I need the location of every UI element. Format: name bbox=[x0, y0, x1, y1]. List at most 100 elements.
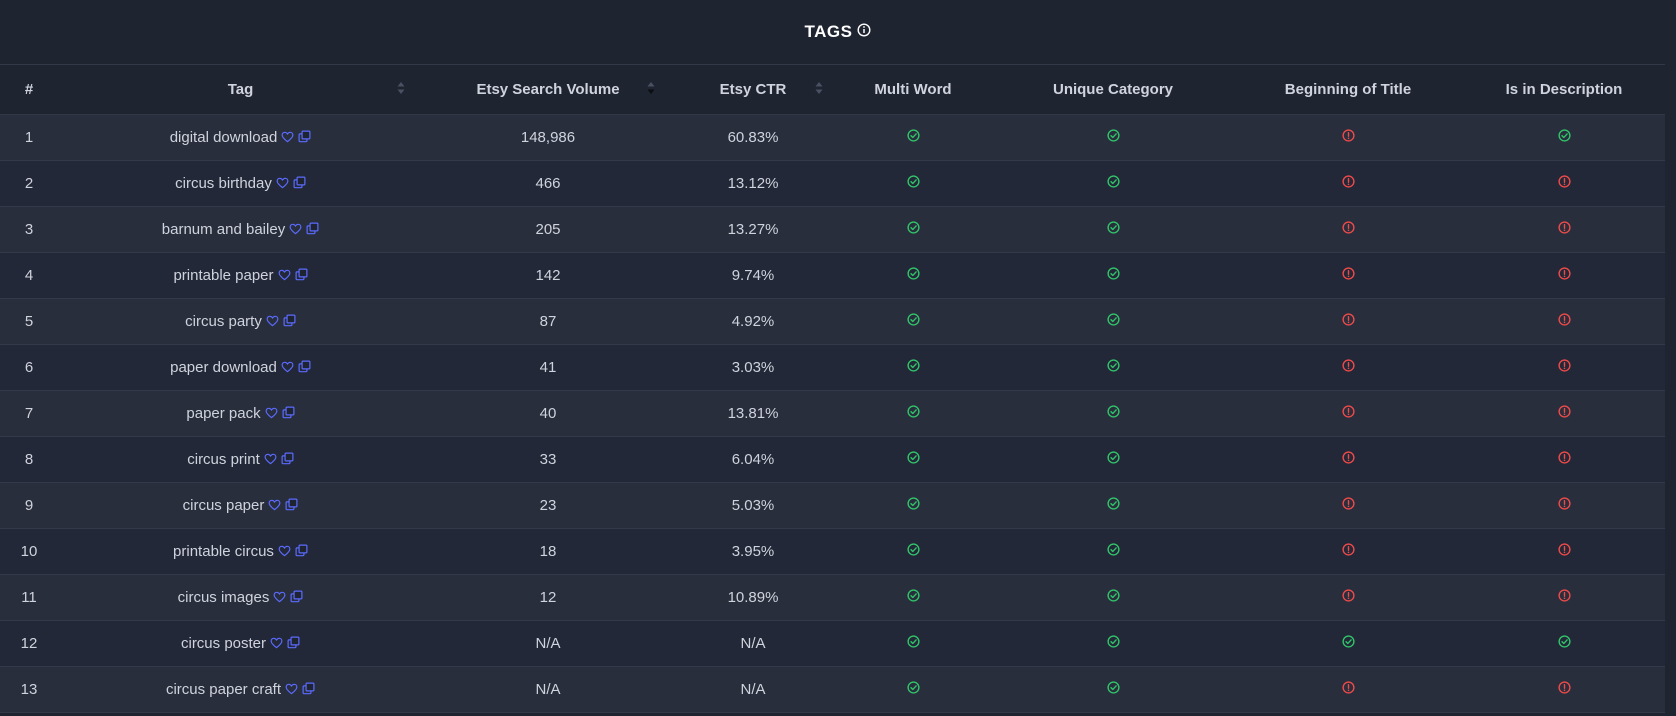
ctr-cell: 3.03% bbox=[673, 344, 833, 391]
alert-circle-icon bbox=[1557, 543, 1571, 560]
tag-label: paper download bbox=[170, 359, 277, 376]
search-volume-cell: 12 bbox=[423, 574, 673, 621]
search-volume-cell: 41 bbox=[423, 344, 673, 391]
row-index: 5 bbox=[0, 298, 58, 345]
table-row: 7 paper pack 40 13.81% bbox=[0, 390, 1665, 437]
heart-icon[interactable] bbox=[262, 313, 279, 330]
alert-circle-icon bbox=[1341, 129, 1355, 146]
search-volume-cell: N/A bbox=[423, 666, 673, 713]
check-circle-icon bbox=[1106, 543, 1120, 560]
column-header-multi-word: Multi Word bbox=[833, 65, 993, 115]
heart-icon[interactable] bbox=[285, 221, 302, 238]
copy-icon[interactable] bbox=[286, 589, 303, 606]
check-circle-icon bbox=[906, 129, 920, 146]
copy-icon[interactable] bbox=[291, 543, 308, 560]
sort-desc-icon[interactable] bbox=[647, 81, 655, 95]
copy-icon[interactable] bbox=[281, 497, 298, 514]
multi-word-cell bbox=[833, 252, 993, 299]
alert-circle-icon bbox=[1557, 267, 1571, 284]
page-title: TAGS bbox=[804, 22, 853, 41]
heart-icon[interactable] bbox=[266, 635, 283, 652]
alert-circle-icon bbox=[1557, 313, 1571, 330]
alert-circle-icon bbox=[1341, 175, 1355, 192]
sort-icon[interactable] bbox=[397, 81, 405, 95]
tag-label: printable paper bbox=[173, 267, 274, 284]
column-header-tag[interactable]: Tag bbox=[58, 65, 423, 115]
multi-word-cell bbox=[833, 528, 993, 575]
unique-category-cell bbox=[993, 574, 1233, 621]
heart-icon[interactable] bbox=[260, 451, 277, 468]
heart-icon[interactable] bbox=[261, 405, 278, 422]
copy-icon[interactable] bbox=[294, 359, 311, 376]
heart-icon[interactable] bbox=[281, 681, 298, 698]
heart-icon[interactable] bbox=[269, 589, 286, 606]
copy-icon[interactable] bbox=[302, 221, 319, 238]
copy-icon[interactable] bbox=[294, 129, 311, 146]
check-circle-icon bbox=[906, 359, 920, 376]
table-row: 12 circus poster N/A N/A bbox=[0, 620, 1665, 667]
check-circle-icon bbox=[1106, 359, 1120, 376]
column-header-ctr[interactable]: Etsy CTR bbox=[673, 65, 833, 115]
tags-table: # Tag Etsy Search Volume Etsy CTR Multi … bbox=[0, 65, 1665, 713]
check-circle-icon bbox=[906, 267, 920, 284]
copy-icon[interactable] bbox=[279, 313, 296, 330]
column-header-in-description: Is in Description bbox=[1463, 65, 1665, 115]
alert-circle-icon bbox=[1341, 681, 1355, 698]
copy-icon[interactable] bbox=[283, 635, 300, 652]
unique-category-cell bbox=[993, 298, 1233, 345]
row-index: 7 bbox=[0, 390, 58, 437]
check-circle-icon bbox=[906, 221, 920, 238]
search-volume-cell: 142 bbox=[423, 252, 673, 299]
search-volume-cell: 33 bbox=[423, 436, 673, 483]
tag-cell: paper download bbox=[58, 344, 423, 391]
tag-cell: circus paper bbox=[58, 482, 423, 529]
sort-icon[interactable] bbox=[815, 81, 823, 95]
unique-category-cell bbox=[993, 390, 1233, 437]
search-volume-cell: 23 bbox=[423, 482, 673, 529]
in-description-cell bbox=[1463, 620, 1665, 667]
alert-circle-icon bbox=[1341, 313, 1355, 330]
row-index: 3 bbox=[0, 206, 58, 253]
heart-icon[interactable] bbox=[274, 267, 291, 284]
heart-icon[interactable] bbox=[264, 497, 281, 514]
check-circle-icon bbox=[1106, 451, 1120, 468]
tag-cell: circus party bbox=[58, 298, 423, 345]
tag-label: circus images bbox=[177, 589, 270, 606]
in-description-cell bbox=[1463, 252, 1665, 299]
ctr-cell: 5.03% bbox=[673, 482, 833, 529]
copy-icon[interactable] bbox=[298, 681, 315, 698]
in-description-cell bbox=[1463, 344, 1665, 391]
copy-icon[interactable] bbox=[278, 405, 295, 422]
heart-icon[interactable] bbox=[274, 543, 291, 560]
check-circle-icon bbox=[906, 451, 920, 468]
table-row: 4 printable paper 142 9.74% bbox=[0, 252, 1665, 299]
search-volume-cell: 40 bbox=[423, 390, 673, 437]
tag-label: printable circus bbox=[173, 543, 274, 560]
scrollbar-track[interactable] bbox=[1665, 64, 1676, 716]
tag-cell: paper pack bbox=[58, 390, 423, 437]
heart-icon[interactable] bbox=[272, 175, 289, 192]
multi-word-cell bbox=[833, 114, 993, 161]
column-header-volume[interactable]: Etsy Search Volume bbox=[423, 65, 673, 115]
copy-icon[interactable] bbox=[289, 175, 306, 192]
alert-circle-icon bbox=[1341, 267, 1355, 284]
table-row: 6 paper download 41 3.03% bbox=[0, 344, 1665, 391]
multi-word-cell bbox=[833, 666, 993, 713]
row-index: 8 bbox=[0, 436, 58, 483]
search-volume-cell: 148,986 bbox=[423, 114, 673, 161]
copy-icon[interactable] bbox=[291, 267, 308, 284]
check-circle-icon bbox=[906, 543, 920, 560]
table-row: 8 circus print 33 6.04% bbox=[0, 436, 1665, 483]
search-volume-cell: 18 bbox=[423, 528, 673, 575]
copy-icon[interactable] bbox=[277, 451, 294, 468]
check-circle-icon bbox=[1106, 221, 1120, 238]
ctr-cell: 3.95% bbox=[673, 528, 833, 575]
alert-circle-icon bbox=[1341, 589, 1355, 606]
info-icon[interactable] bbox=[857, 22, 871, 42]
unique-category-cell bbox=[993, 482, 1233, 529]
heart-icon[interactable] bbox=[277, 129, 294, 146]
heart-icon[interactable] bbox=[277, 359, 294, 376]
alert-circle-icon bbox=[1557, 497, 1571, 514]
in-description-cell bbox=[1463, 206, 1665, 253]
table-row: 5 circus party 87 4.92% bbox=[0, 298, 1665, 345]
